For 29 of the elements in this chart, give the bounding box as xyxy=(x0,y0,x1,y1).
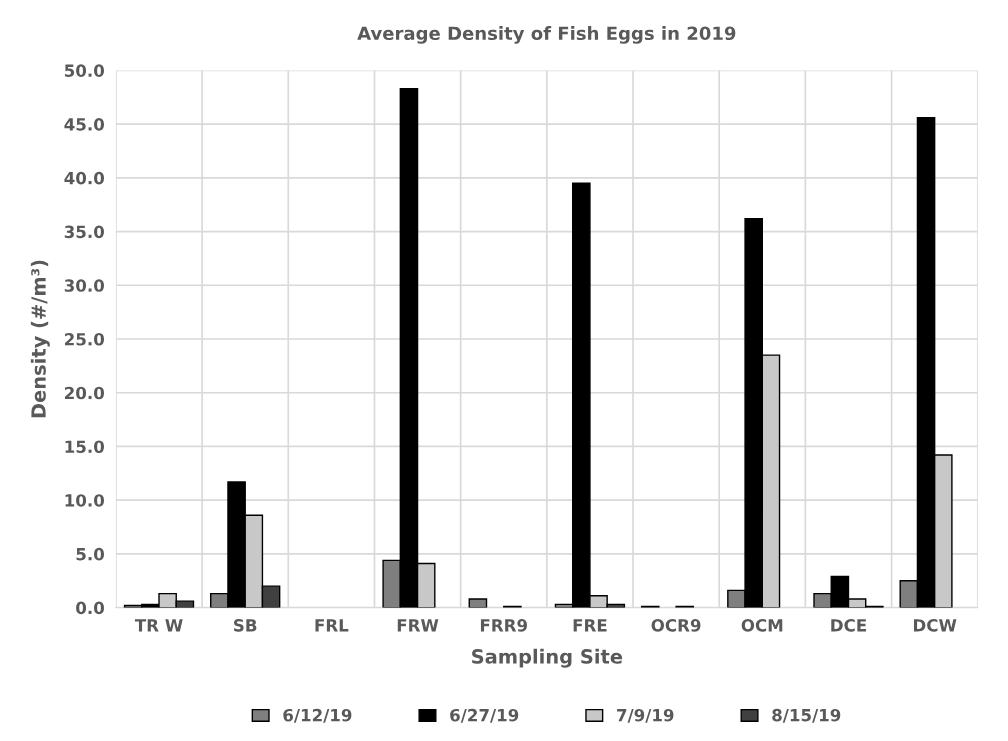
y-tick-label: 40.0 xyxy=(64,171,105,185)
y-tick-label: 30.0 xyxy=(64,279,105,292)
legend-label: 7/9/19 xyxy=(617,708,674,723)
y-tick-label: 10.0 xyxy=(65,494,105,507)
bar xyxy=(468,598,488,608)
x-tick-label: TR W xyxy=(134,619,183,632)
x-tick-label: FRE xyxy=(573,619,607,632)
y-tick-label: 25.0 xyxy=(65,332,105,346)
x-tick-label: FRR9 xyxy=(480,619,528,632)
x-tick-label: DCW xyxy=(913,619,957,632)
x-tick-label: SB xyxy=(234,619,257,632)
legend-label: 6/12/19 xyxy=(283,708,352,723)
y-tick-label: 5.0 xyxy=(76,547,105,561)
x-tick-label: OCR9 xyxy=(651,619,701,632)
y-axis-title: Density (#/m³) xyxy=(30,260,50,418)
x-axis-title: Sampling Site xyxy=(472,648,623,668)
legend-label: 8/15/19 xyxy=(772,708,841,723)
y-tick-label: 0.0 xyxy=(76,601,105,615)
x-tick-label: OCM xyxy=(741,619,783,632)
y-tick-label: 35.0 xyxy=(64,225,105,239)
y-tick-label: 50.0 xyxy=(64,64,105,77)
y-tick-label: 15.0 xyxy=(65,440,105,454)
x-tick-label: DCE xyxy=(831,619,866,632)
y-tick-label: 45.0 xyxy=(64,118,105,131)
chart-title: Average Density of Fish Eggs in 2019 xyxy=(357,26,736,44)
y-tick-label: 20.0 xyxy=(65,386,105,400)
legend-label: 6/27/19 xyxy=(450,708,519,723)
x-tick-label: FRW xyxy=(397,619,439,632)
x-tick-label: FRL xyxy=(315,619,349,632)
